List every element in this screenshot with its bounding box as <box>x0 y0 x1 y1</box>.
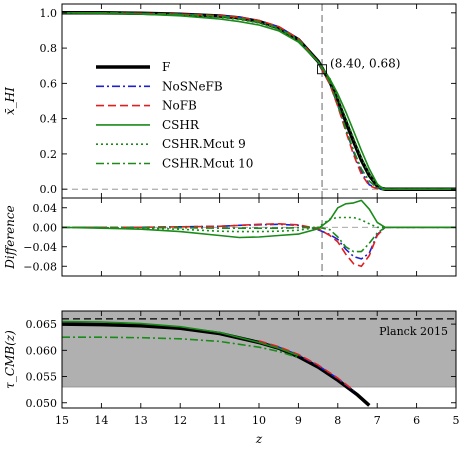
x-tick-label: 10 <box>252 414 266 427</box>
x-tick-label: 15 <box>55 414 69 427</box>
y-tick-label: 0.060 <box>26 344 58 357</box>
legend: F NoSNeFB NoFB CSHR CSHR.Mcut 9 CSHR.Mcut 10 <box>96 60 253 171</box>
series-nosnefb <box>62 12 456 190</box>
axes-frame <box>61 3 457 199</box>
x-tick-label: 8 <box>334 414 341 427</box>
planck-label: Planck 2015 <box>379 325 448 338</box>
x-tick-label: 13 <box>134 414 148 427</box>
y-tick-label: 0.2 <box>40 148 58 161</box>
x-tick-label: 6 <box>413 414 420 427</box>
series-nofb <box>62 12 456 190</box>
series-cshr <box>62 320 299 357</box>
x-axis-label: z <box>255 432 263 446</box>
legend-label-cshr-mcut-9: CSHR.Mcut 9 <box>162 137 246 151</box>
series-cshr-mcut-9 <box>62 12 456 190</box>
legend-label-cshr-mcut-10: CSHR.Mcut 10 <box>162 157 253 171</box>
y-tick-label: 0.050 <box>26 397 58 410</box>
series-f <box>62 11 456 191</box>
plot-area <box>62 198 456 276</box>
y-tick-label: 0.065 <box>26 318 58 331</box>
x-tick-label: 14 <box>94 414 108 427</box>
panel-optical-depth: Planck 2015 0.050 0.055 0.060 0.065 15 14 13 12 1… <box>3 310 460 446</box>
panel-neutral-fraction: (8.40, 0.68) 0.0 0.2 0.4 0.6 0.8 1.0 x̄_HI F NoSN… <box>3 3 457 199</box>
y-tick-label: 0.055 <box>26 371 58 384</box>
y-tick-label: 0.4 <box>40 113 58 126</box>
y-tick-label: 0.04 <box>33 202 58 215</box>
x-tick-label: 11 <box>213 414 227 427</box>
series-nofb <box>258 340 355 391</box>
y-tick-label: 0.00 <box>33 221 58 234</box>
y-tick-label: 1.0 <box>40 7 58 20</box>
x-tick-label: 12 <box>173 414 187 427</box>
series-nofb <box>62 223 456 268</box>
y-tick-label: 0.6 <box>40 77 58 90</box>
series-cshr <box>62 12 456 190</box>
y-tick-label: −0.08 <box>23 260 57 273</box>
legend-label-nofb: NoFB <box>162 99 197 113</box>
plot-area <box>62 4 456 198</box>
y-axis-label: Difference <box>3 205 17 269</box>
annotation-label: (8.40, 0.68) <box>330 56 400 70</box>
annotation-marker <box>317 64 327 75</box>
legend-label-f: F <box>162 60 170 74</box>
panel-difference: 0.04 0.00 −0.04 −0.08 Difference <box>3 197 457 277</box>
plot-area <box>62 311 456 407</box>
x-tick-label: 9 <box>295 414 302 427</box>
series-cshr-mcut-10 <box>62 12 456 190</box>
series-cshr-mcut-9 <box>62 216 456 233</box>
x-tick-label: 7 <box>374 414 381 427</box>
legend-label-cshr: CSHR <box>162 118 200 132</box>
y-axis-label: x̄_HI <box>3 87 17 115</box>
y-tick-label: 0.8 <box>40 42 58 55</box>
series-cshr-mcut-10 <box>62 226 456 253</box>
series-cshr <box>62 199 456 239</box>
legend-label-nosnefb: NoSNeFB <box>162 79 223 93</box>
y-tick-label: −0.04 <box>23 241 57 254</box>
y-axis-label: τ_CMB(z) <box>3 330 17 389</box>
series-cshr-mcut-10 <box>62 336 299 359</box>
y-tick-label: 0.0 <box>40 183 58 196</box>
x-tick-label: 5 <box>453 414 460 427</box>
